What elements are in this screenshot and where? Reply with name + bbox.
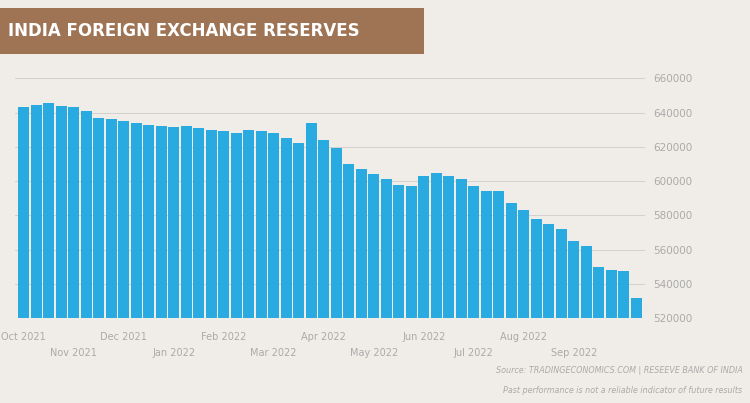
Bar bbox=[218, 131, 229, 403]
Bar bbox=[118, 121, 129, 403]
Bar bbox=[56, 106, 67, 403]
Bar bbox=[344, 164, 354, 403]
Bar bbox=[131, 123, 142, 403]
Bar bbox=[281, 138, 292, 403]
Bar bbox=[443, 176, 454, 403]
Bar bbox=[619, 271, 629, 403]
Text: Sep 2022: Sep 2022 bbox=[550, 347, 597, 357]
Text: Aug 2022: Aug 2022 bbox=[500, 332, 548, 342]
Bar bbox=[231, 133, 242, 403]
Bar bbox=[156, 126, 166, 403]
Bar bbox=[394, 185, 404, 403]
Bar bbox=[94, 118, 104, 403]
Bar bbox=[19, 107, 29, 403]
Bar bbox=[606, 270, 616, 403]
Bar bbox=[581, 246, 592, 403]
Text: Past performance is not a reliable indicator of future results: Past performance is not a reliable indic… bbox=[503, 386, 742, 395]
Text: Nov 2021: Nov 2021 bbox=[50, 347, 98, 357]
Bar bbox=[44, 103, 54, 403]
Text: Source: TRADINGECONOMICS.COM | RESEEVE BANK OF INDIA: Source: TRADINGECONOMICS.COM | RESEEVE B… bbox=[496, 366, 742, 375]
Bar bbox=[631, 298, 641, 403]
Bar bbox=[469, 186, 479, 403]
Text: Jul 2022: Jul 2022 bbox=[454, 347, 494, 357]
Bar bbox=[194, 128, 204, 403]
Bar bbox=[481, 191, 491, 403]
Bar bbox=[206, 130, 217, 403]
Text: Dec 2021: Dec 2021 bbox=[100, 332, 147, 342]
Bar bbox=[544, 224, 554, 403]
Bar bbox=[68, 107, 79, 403]
Text: Jan 2022: Jan 2022 bbox=[152, 347, 195, 357]
Bar bbox=[143, 125, 154, 403]
Bar bbox=[293, 143, 304, 403]
Bar bbox=[244, 130, 254, 403]
Bar bbox=[568, 241, 579, 403]
Bar bbox=[106, 119, 116, 403]
Text: INDIA FOREIGN EXCHANGE RESERVES: INDIA FOREIGN EXCHANGE RESERVES bbox=[8, 22, 359, 40]
Bar bbox=[494, 191, 504, 403]
Bar bbox=[381, 179, 392, 403]
Bar bbox=[556, 229, 566, 403]
Bar bbox=[406, 186, 416, 403]
Bar bbox=[593, 267, 604, 403]
Text: Mar 2022: Mar 2022 bbox=[251, 347, 297, 357]
Text: May 2022: May 2022 bbox=[350, 347, 398, 357]
Bar bbox=[456, 179, 466, 403]
Bar bbox=[169, 127, 179, 403]
Bar bbox=[319, 140, 329, 403]
Text: Feb 2022: Feb 2022 bbox=[201, 332, 247, 342]
Bar bbox=[518, 210, 529, 403]
Bar bbox=[331, 147, 341, 403]
Text: Oct 2021: Oct 2021 bbox=[2, 332, 46, 342]
Bar bbox=[506, 204, 517, 403]
Text: Jun 2022: Jun 2022 bbox=[402, 332, 445, 342]
Bar bbox=[256, 131, 266, 403]
Bar bbox=[306, 123, 316, 403]
Bar bbox=[431, 173, 442, 403]
Bar bbox=[81, 111, 92, 403]
Bar bbox=[368, 174, 379, 403]
Bar bbox=[356, 169, 367, 403]
Bar bbox=[419, 176, 429, 403]
Bar bbox=[531, 219, 542, 403]
Text: Apr 2022: Apr 2022 bbox=[302, 332, 346, 342]
Bar bbox=[268, 133, 279, 403]
Bar bbox=[181, 126, 191, 403]
Bar bbox=[31, 105, 41, 403]
